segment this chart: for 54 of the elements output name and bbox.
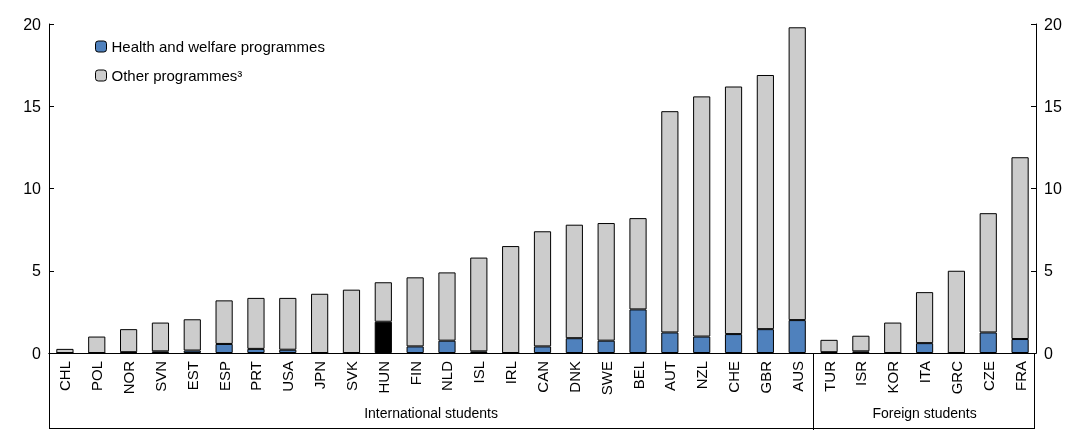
y-tick-label: 0 bbox=[32, 344, 42, 362]
x-tick-label: HUN bbox=[374, 361, 392, 394]
bar bbox=[56, 348, 74, 353]
x-tick-label: POL bbox=[88, 361, 106, 392]
x-tick-label: SVK bbox=[342, 361, 360, 392]
y-tick-label: 20 bbox=[23, 15, 42, 33]
x-tick-label: FRA bbox=[1011, 361, 1029, 391]
x-tick-label: JPN bbox=[311, 361, 329, 390]
bar bbox=[502, 246, 520, 353]
x-tick-label: BEL bbox=[629, 361, 647, 390]
bar bbox=[247, 297, 265, 349]
x-tick-label: EST bbox=[183, 361, 201, 391]
x-tick-label: AUT bbox=[661, 361, 679, 391]
y-tick-label: 10 bbox=[23, 180, 42, 197]
x-tick-label: SVN bbox=[151, 361, 169, 392]
bar bbox=[947, 270, 965, 353]
y-tick-label: 5 bbox=[32, 262, 42, 280]
x-tick-label: NZL bbox=[693, 361, 711, 390]
text: International students bbox=[363, 405, 499, 421]
x-tick-label: KOR bbox=[884, 360, 902, 394]
x-tick-label: CHE bbox=[725, 361, 743, 393]
x-tick-label: AUS bbox=[788, 361, 806, 392]
x-tick-label: NLD bbox=[438, 360, 456, 392]
x-tick-label: CZE bbox=[979, 361, 997, 391]
x-tick-label: ESP bbox=[215, 361, 233, 392]
bar bbox=[884, 322, 902, 353]
y2-tick-label: 0 bbox=[1044, 344, 1053, 362]
x-tick-label: SWE bbox=[597, 361, 615, 396]
x-tick-label: IRL bbox=[502, 361, 520, 385]
x-tick-label: CAN bbox=[534, 361, 551, 393]
y-tick-label: 15 bbox=[23, 97, 42, 115]
x-tick-label: PRT bbox=[247, 361, 265, 391]
legend-label: Other programmes³ bbox=[111, 67, 243, 84]
x-tick-label: USA bbox=[279, 361, 297, 392]
x-tick-label: NOR bbox=[120, 360, 138, 395]
legend-label: Health and welfare programmes bbox=[111, 38, 325, 55]
text: Foreign students bbox=[871, 405, 978, 421]
x-tick-label: ISL bbox=[470, 361, 488, 384]
bar bbox=[342, 289, 361, 353]
x-tick-label: FIN bbox=[406, 361, 424, 386]
bar bbox=[279, 297, 297, 350]
bar bbox=[183, 319, 201, 351]
y2-tick-label: 15 bbox=[1044, 97, 1062, 115]
bar bbox=[311, 293, 329, 353]
x-tick-label: TUR bbox=[820, 360, 838, 392]
x-tick-label: DNK bbox=[565, 361, 583, 393]
x-tick-label: GRC bbox=[947, 360, 965, 395]
y2-tick-label: 5 bbox=[1044, 262, 1053, 280]
x-tick-label: ITA bbox=[916, 361, 934, 384]
x-tick-label: ISR bbox=[852, 360, 870, 387]
y2-tick-label: 10 bbox=[1044, 180, 1062, 197]
y2-tick-label: 20 bbox=[1044, 15, 1062, 33]
x-tick-label: CHL bbox=[56, 361, 74, 392]
x-tick-label: GBR bbox=[756, 360, 774, 394]
